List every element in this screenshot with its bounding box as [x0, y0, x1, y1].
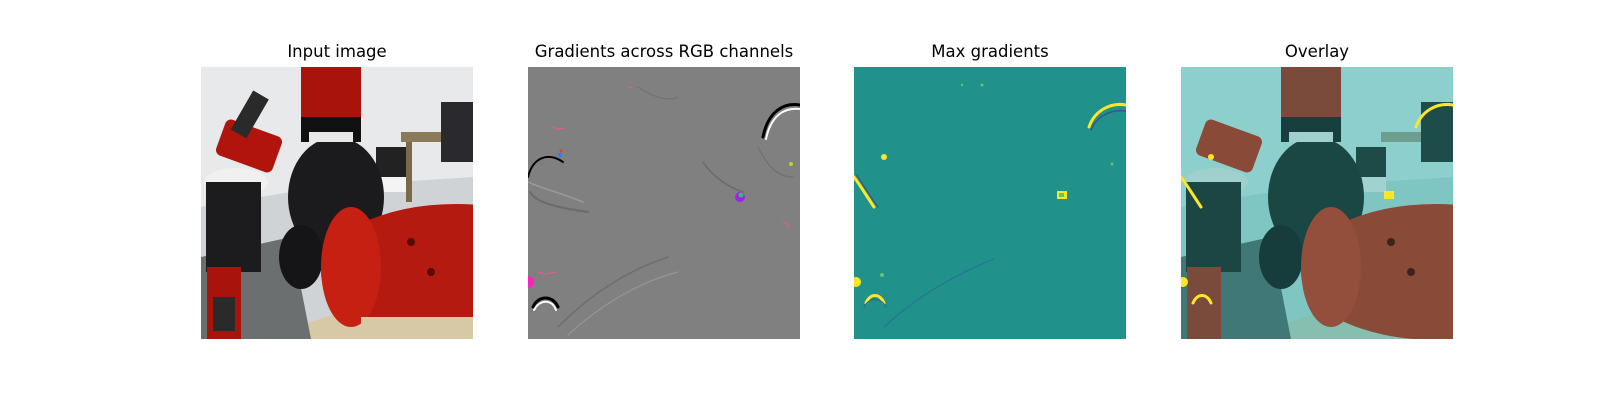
panel-max-gradients: Max gradients	[854, 0, 1126, 400]
robot-photo-graphic	[201, 67, 473, 339]
rgb-gradient-map	[528, 67, 800, 339]
max-gradient-graphic	[854, 67, 1126, 339]
panel-rgb-gradients: Gradients across RGB channels	[528, 0, 800, 400]
panel-title-overlay: Overlay	[1284, 42, 1350, 61]
panel-input-image: Input image	[201, 0, 473, 400]
overlay-image	[1181, 67, 1453, 339]
panel-title-input-image: Input image	[287, 42, 387, 61]
panel-title-rgb-gradients: Gradients across RGB channels	[534, 42, 794, 61]
panel-title-max-gradients: Max gradients	[931, 42, 1049, 61]
overlay-graphic	[1181, 67, 1453, 339]
rgb-gradient-graphic	[528, 67, 800, 339]
input-image	[201, 67, 473, 339]
panel-overlay: Overlay	[1181, 0, 1453, 400]
max-gradient-heatmap	[854, 67, 1126, 339]
